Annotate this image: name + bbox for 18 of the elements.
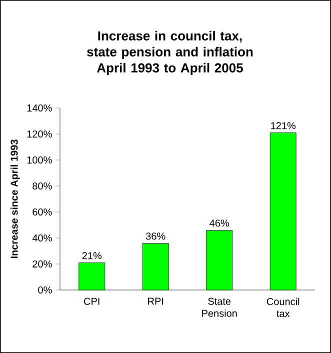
y-tick-label: 60% — [32, 208, 52, 216]
y-tick-label: 0% — [38, 286, 52, 294]
x-tick-label: CPI — [84, 298, 100, 305]
chart-title: Increase in council tax, state pension and inflation April 1993 to April 2005 — [87, 30, 253, 76]
y-tick-label: 140% — [27, 104, 52, 112]
x-tick-label: State Pension — [202, 298, 237, 317]
x-tick-label: Council tax — [266, 298, 300, 318]
y-tick-label: 20% — [32, 260, 52, 268]
y-tick-label: 40% — [32, 234, 52, 242]
y-tick-label: 120% — [27, 130, 52, 138]
y-axis-title: Increase since April 1993 — [10, 140, 20, 258]
y-tick-label: 80% — [32, 182, 52, 190]
data-label: 46% — [210, 220, 230, 227]
x-tick-label: RPI — [148, 298, 164, 305]
data-label: 36% — [146, 232, 166, 240]
y-tick-label: 100% — [27, 156, 52, 164]
data-label: 121% — [271, 122, 296, 130]
data-label: 21% — [82, 252, 102, 260]
